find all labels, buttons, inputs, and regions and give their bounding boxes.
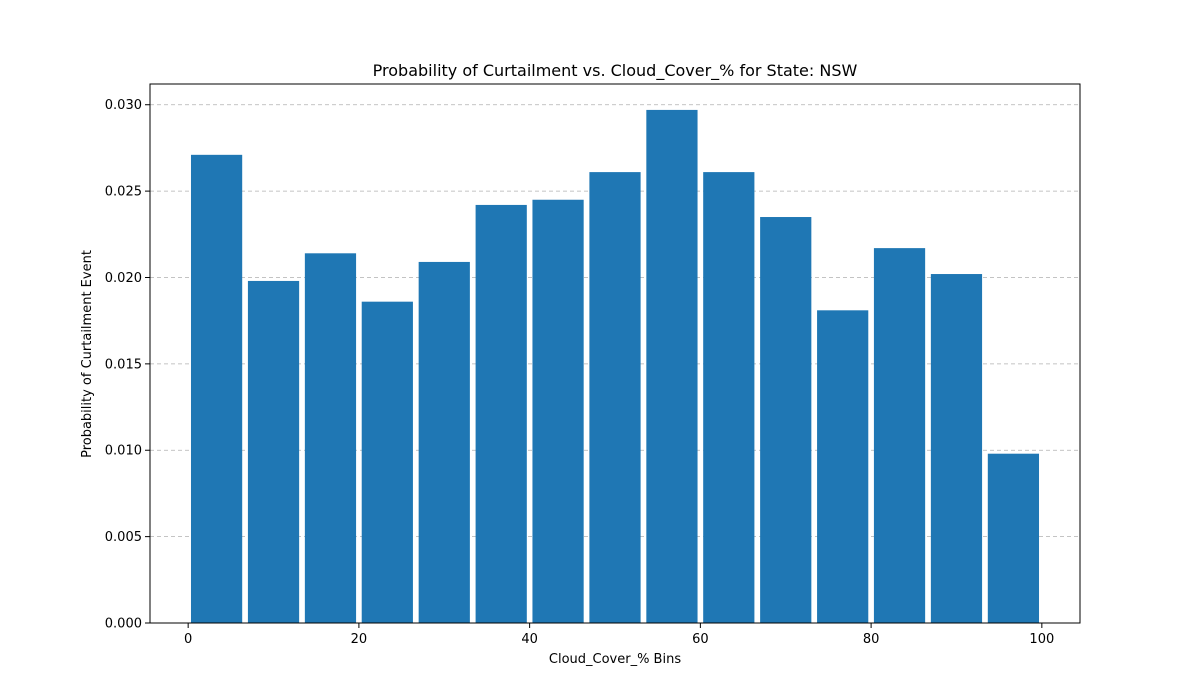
bar — [247, 280, 300, 623]
x-tick-label: 20 — [351, 632, 368, 647]
bar — [304, 253, 357, 624]
y-tick-label: 0.030 — [105, 98, 142, 113]
bar — [987, 453, 1040, 623]
y-tick-label: 0.025 — [105, 185, 142, 200]
bar — [873, 248, 926, 623]
x-tick-label: 100 — [1029, 632, 1054, 647]
y-axis: 0.000 0.005 0.010 0.015 0.020 0.025 0.030 — [105, 98, 150, 632]
x-axis: 0 20 40 60 80 100 — [184, 623, 1054, 647]
x-tick-label: 60 — [692, 632, 709, 647]
y-tick-label: 0.010 — [105, 444, 142, 459]
bar — [930, 274, 983, 623]
x-tick-label: 80 — [863, 632, 880, 647]
bar — [760, 217, 812, 623]
bar — [646, 109, 698, 624]
y-tick-label: 0.005 — [105, 530, 142, 545]
bar-layer — [190, 109, 1040, 624]
x-axis-label: Cloud_Cover_% Bins — [549, 652, 681, 667]
y-tick-label: 0.000 — [105, 617, 142, 632]
bar — [475, 204, 527, 623]
y-tick-label: 0.020 — [105, 271, 142, 286]
chart-title: Probability of Curtailment vs. Cloud_Cov… — [373, 61, 858, 81]
x-tick-label: 40 — [521, 632, 538, 647]
bar — [190, 154, 243, 623]
x-tick-label: 0 — [184, 632, 192, 647]
y-tick-label: 0.015 — [105, 357, 142, 372]
y-axis-label: Probability of Curtailment Event — [80, 250, 95, 458]
bar — [532, 199, 584, 623]
bar — [817, 310, 869, 623]
plot-frame — [149, 83, 1081, 624]
bar — [703, 172, 755, 623]
bar — [361, 301, 413, 623]
bar — [589, 172, 641, 623]
bar — [418, 261, 470, 623]
